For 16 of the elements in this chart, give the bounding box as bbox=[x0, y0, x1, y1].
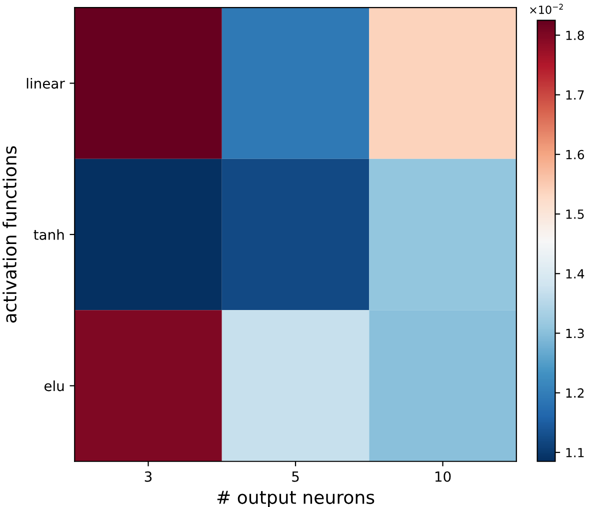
y-tick-label: elu bbox=[44, 380, 64, 392]
color-bar-label: 1.5 bbox=[566, 210, 584, 219]
color-bar-label: 1.3 bbox=[566, 328, 584, 338]
y-tick-label: tanh bbox=[34, 229, 64, 240]
x-tick-label: 10 bbox=[435, 471, 451, 482]
x-tick-label: 5 bbox=[292, 472, 299, 482]
color-bar-label: 1.6 bbox=[566, 150, 584, 160]
color-bar-label: 1.2 bbox=[566, 388, 584, 398]
y-tick-label: linear bbox=[26, 78, 65, 89]
color-bar-label: 1.1 bbox=[566, 448, 584, 458]
x-tick-label: 3 bbox=[144, 471, 152, 482]
y-axis-title: activation functions bbox=[2, 146, 17, 323]
color-bar-label: 1.4 bbox=[566, 269, 584, 278]
text: ×10$^{−2}$ bbox=[530, 4, 563, 14]
color-bar-label: 1.8 bbox=[566, 30, 584, 40]
color-bar-label: 1.7 bbox=[566, 90, 584, 100]
